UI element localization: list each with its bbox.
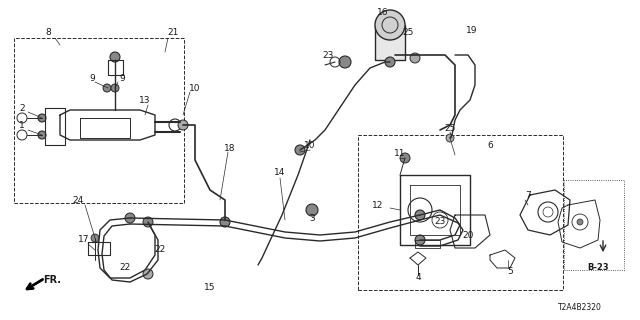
Ellipse shape [178,120,188,130]
Bar [564,180,624,270]
Ellipse shape [446,134,454,142]
Text: 11: 11 [394,148,406,157]
Ellipse shape [143,217,153,227]
Text: 17: 17 [78,236,90,244]
Text: 16: 16 [377,7,388,17]
Ellipse shape [306,204,318,216]
Text: 10: 10 [304,140,316,149]
Bar [375,25,405,60]
Ellipse shape [415,210,425,220]
Ellipse shape [220,217,230,227]
Text: 24: 24 [72,196,84,204]
Text: B-23: B-23 [587,263,609,273]
Text: 4: 4 [415,274,421,283]
Ellipse shape [410,53,420,63]
Ellipse shape [110,52,120,62]
Text: 22: 22 [120,263,131,273]
Text: 5: 5 [507,268,513,276]
Ellipse shape [339,56,351,68]
Text: FR.: FR. [43,275,61,285]
Ellipse shape [385,57,395,67]
Text: 10: 10 [189,84,201,92]
Text: 22: 22 [154,245,166,254]
Ellipse shape [111,84,119,92]
Bar [14,38,184,203]
Text: 2: 2 [19,103,25,113]
Text: 23: 23 [435,218,445,227]
Ellipse shape [38,114,46,122]
Text: 19: 19 [467,26,477,35]
Text: 3: 3 [309,213,315,222]
Text: 21: 21 [167,28,179,36]
Text: 8: 8 [45,28,51,36]
Ellipse shape [577,219,583,225]
Ellipse shape [103,84,111,92]
Ellipse shape [295,145,305,155]
Ellipse shape [38,131,46,139]
Bar [358,135,563,290]
Text: 12: 12 [372,201,384,210]
Ellipse shape [91,234,99,242]
Text: 7: 7 [525,190,531,199]
Text: 14: 14 [275,167,285,177]
Ellipse shape [125,213,135,223]
Text: 25: 25 [403,28,413,36]
Text: 6: 6 [487,140,493,149]
Text: 13: 13 [140,95,151,105]
Ellipse shape [415,235,425,245]
Text: 9: 9 [119,74,125,83]
Text: 25: 25 [444,124,456,132]
Text: 18: 18 [224,143,236,153]
Text: 20: 20 [462,230,474,239]
Text: 9: 9 [89,74,95,83]
Text: 15: 15 [204,284,216,292]
Ellipse shape [375,10,405,40]
Text: 1: 1 [19,121,25,130]
Ellipse shape [143,269,153,279]
Text: 23: 23 [323,51,333,60]
Ellipse shape [400,153,410,163]
Text: T2A4B2320: T2A4B2320 [558,303,602,313]
